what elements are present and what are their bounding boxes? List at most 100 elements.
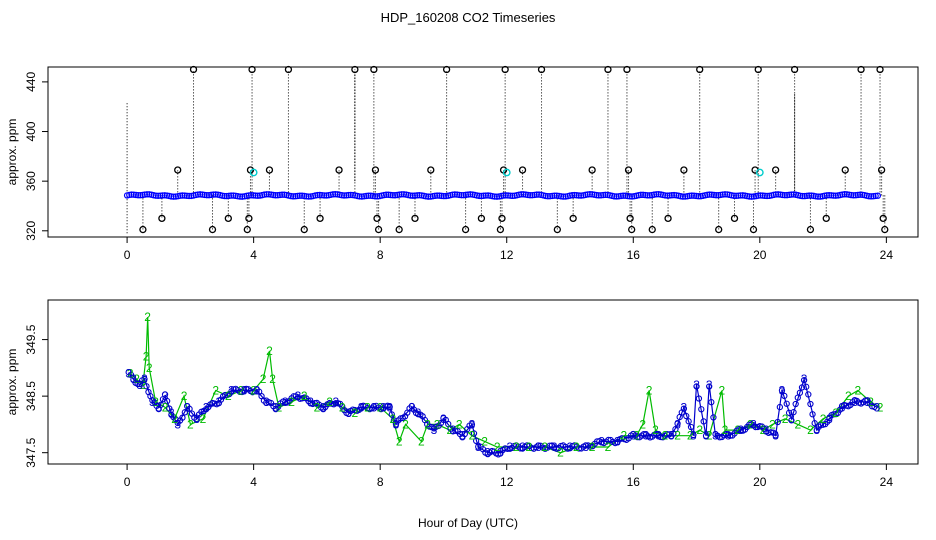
baseline-point	[823, 192, 831, 199]
baseline-point	[507, 192, 514, 199]
baseline-point	[856, 191, 864, 198]
series-2-label: 2	[573, 440, 580, 454]
outlier-point	[373, 214, 381, 223]
series-3-label: 3	[779, 383, 786, 397]
series-3-label: 3	[507, 440, 514, 454]
series-2-label: 2	[719, 383, 726, 397]
outlier-point	[411, 214, 419, 223]
baseline-point	[132, 191, 140, 199]
baseline-point	[772, 191, 780, 198]
outlier-point	[189, 65, 198, 74]
series-3-label: 3	[469, 417, 476, 431]
series-2-label: 2	[494, 440, 501, 454]
baseline-point	[695, 192, 702, 200]
baseline-point	[391, 192, 399, 199]
x-tick-label: 24	[880, 248, 894, 262]
baseline-point	[287, 192, 295, 200]
series-3-label: 3	[320, 400, 327, 414]
baseline-point	[850, 192, 857, 199]
outlier-point	[335, 166, 343, 174]
baseline-point	[721, 191, 729, 198]
baseline-point	[524, 191, 532, 199]
baseline-point	[179, 192, 186, 199]
series-point	[141, 375, 148, 383]
baseline-point	[296, 192, 304, 199]
outlier-point	[174, 166, 182, 174]
y-tick-label: 360	[24, 171, 38, 191]
series-2-label: 2	[127, 367, 134, 381]
baseline-point	[177, 192, 184, 199]
baseline-point	[653, 191, 660, 198]
series-3-label: 3	[215, 395, 222, 409]
series-3-label: 3	[484, 446, 491, 460]
series-3-label: 3	[228, 383, 235, 397]
baseline-point	[128, 191, 135, 198]
series-3-label: 3	[801, 372, 808, 386]
series-2-label: 2	[389, 412, 396, 426]
outlier-point	[248, 65, 256, 74]
baseline-point	[557, 193, 565, 200]
baseline-point	[367, 192, 374, 199]
baseline-point	[389, 192, 397, 199]
baseline-point	[617, 192, 625, 200]
flagged-point	[755, 168, 764, 177]
series-point	[164, 397, 171, 405]
series-2-label: 2	[877, 400, 884, 414]
baseline-point	[157, 192, 164, 199]
series-point	[800, 377, 808, 384]
baseline-point	[431, 192, 439, 200]
outlier-point	[841, 166, 849, 174]
baseline-point	[274, 191, 281, 199]
series-3-label: 3	[282, 395, 289, 409]
series-point	[871, 403, 878, 410]
baseline-point	[613, 193, 620, 200]
baseline-point	[203, 191, 211, 199]
baseline-point	[250, 192, 257, 199]
series-point	[685, 418, 692, 425]
series-3-label: 3	[763, 423, 770, 437]
outlier-point	[806, 225, 815, 234]
x-tick-label: 24	[880, 475, 894, 489]
series-point	[475, 443, 482, 450]
series-3-label: 3	[440, 412, 447, 426]
baseline-point	[549, 192, 556, 200]
bottom-axis-ticks: 0 4 8 12 16 20 24 347.5 348.5 349.5	[24, 324, 893, 489]
baseline-point	[181, 192, 188, 199]
y-tick-label: 440	[24, 72, 38, 92]
series-2-label: 2	[589, 440, 596, 454]
outlier-point	[626, 214, 634, 223]
series-3-label: 3	[839, 400, 846, 414]
series-2-label: 2	[402, 417, 409, 431]
baseline-point	[126, 191, 133, 199]
baseline-point	[569, 192, 576, 199]
baseline-point	[289, 193, 297, 200]
baseline-point	[573, 192, 580, 199]
baseline-point	[841, 191, 848, 198]
baseline-point	[518, 191, 525, 198]
outlier-point	[680, 166, 688, 174]
series-2-label: 2	[867, 395, 874, 409]
series-3-label: 3	[431, 423, 438, 437]
baseline-point	[783, 191, 791, 199]
series-point	[803, 383, 810, 390]
baseline-point	[201, 191, 208, 199]
series-3-label: 3	[272, 400, 279, 414]
series-3-label: 3	[149, 395, 156, 409]
series-point	[179, 414, 186, 421]
baseline-point	[225, 192, 233, 200]
baseline-point	[433, 192, 441, 199]
series-point	[166, 405, 173, 412]
baseline-point	[303, 193, 310, 200]
baseline-point	[170, 193, 177, 200]
series-point	[386, 403, 393, 411]
series-3-label: 3	[203, 400, 210, 414]
baseline-point	[639, 191, 647, 199]
series-2-label: 2	[456, 417, 463, 431]
series-2-label: 2	[269, 372, 276, 386]
baseline-point	[781, 191, 789, 199]
series-point	[798, 384, 806, 391]
baseline-point	[560, 193, 567, 200]
baseline-point	[575, 192, 583, 199]
baseline-point	[761, 192, 769, 200]
series-2-label: 2	[633, 429, 640, 443]
